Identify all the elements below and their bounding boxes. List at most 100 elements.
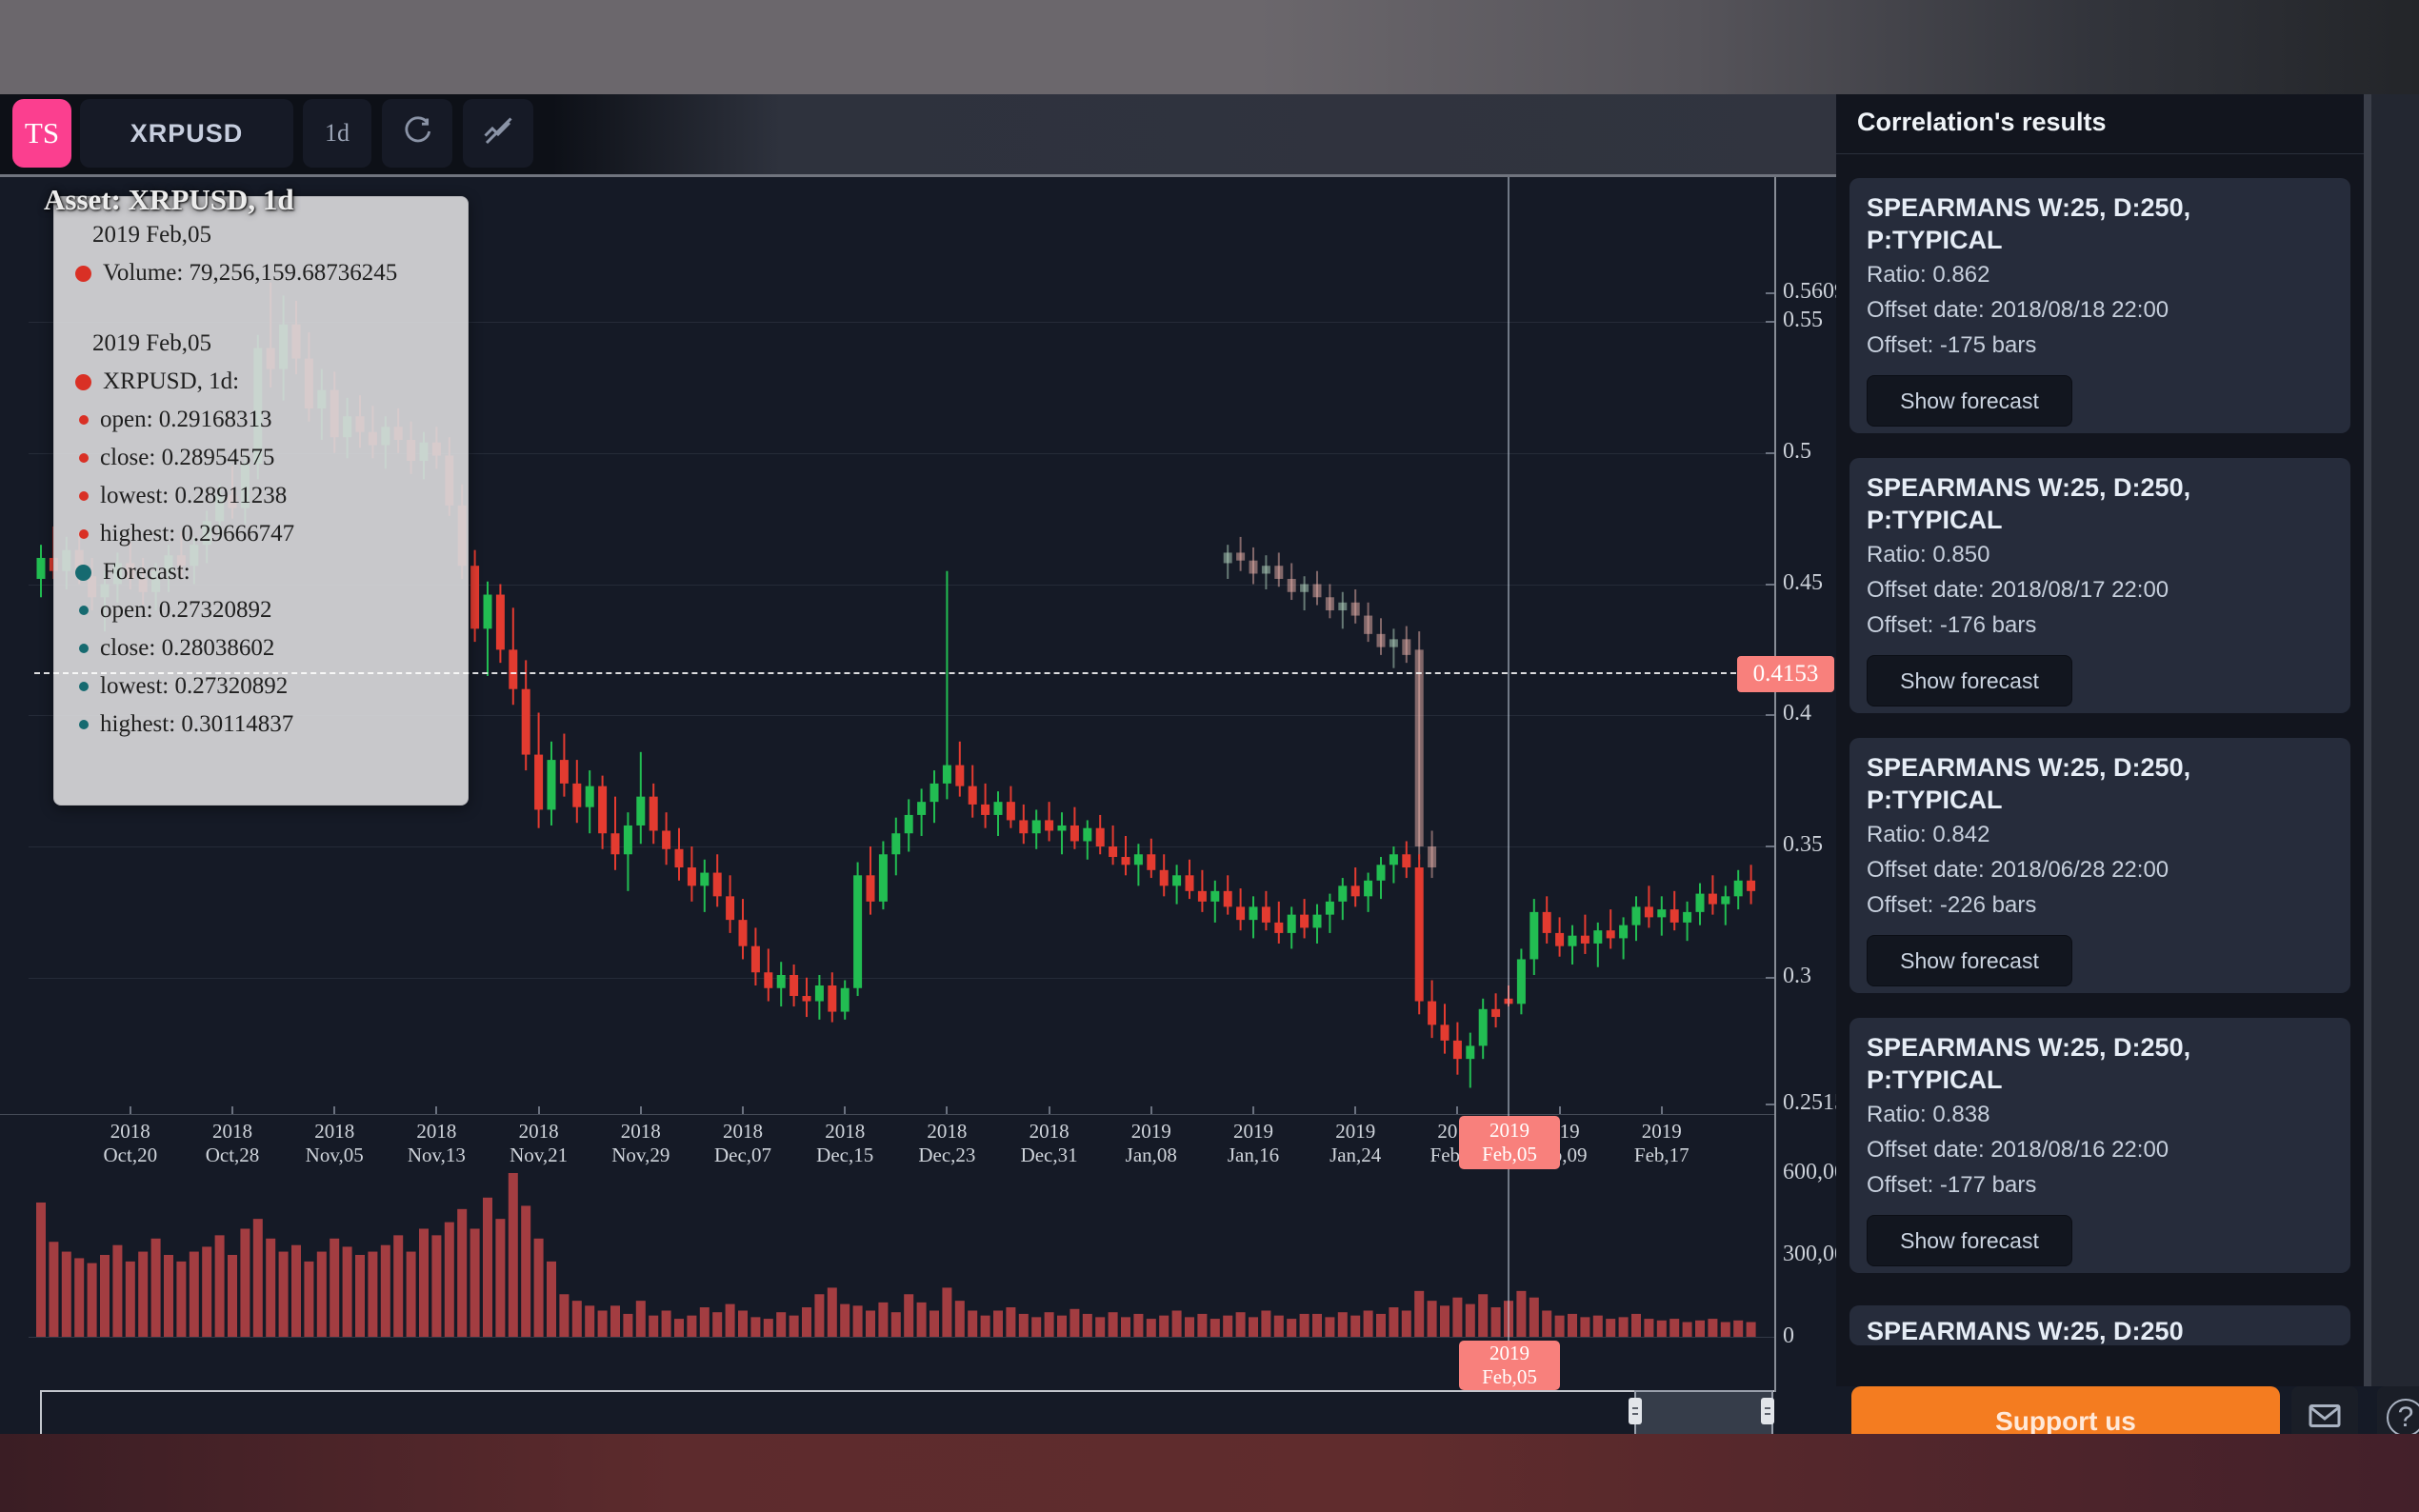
date-axis-tick [435, 1106, 438, 1114]
result-ratio: Ratio: 0.850 [1867, 542, 1990, 567]
candle-wick [1189, 859, 1190, 900]
volume-baseline [29, 1337, 1774, 1338]
candle-body [840, 987, 850, 1012]
volume-bar [1465, 1303, 1475, 1337]
candle-body [1287, 914, 1296, 933]
volume-axis-label: 0 [1783, 1323, 1794, 1348]
candle-body [993, 802, 1003, 815]
volume-bar [1401, 1310, 1411, 1337]
price-axis-label: 0.5 [1783, 438, 1811, 464]
tooltip-forecast-open-row: open: 0.27320892 [75, 591, 468, 629]
show-forecast-button[interactable]: Show forecast [1867, 935, 2072, 986]
candle-wick [1711, 875, 1714, 915]
date-tick-label: 2018 Nov,13 [407, 1120, 466, 1166]
toggle-forecast-lines-button[interactable] [463, 99, 533, 168]
ts-logo[interactable]: TS [12, 99, 71, 168]
volume-bar [559, 1294, 570, 1337]
result-offset-date: Offset date: 2018/08/18 22:00 [1867, 297, 2169, 323]
candle-wick [1648, 885, 1650, 928]
result-ratio: Ratio: 0.842 [1867, 822, 1990, 847]
volume-bar [1682, 1322, 1692, 1337]
candle-wick [844, 980, 847, 1020]
ghost-candle-body [1402, 639, 1411, 655]
price-axis-tick [1766, 583, 1774, 586]
ghost-candle-body [1325, 597, 1334, 611]
volume-bar [100, 1255, 110, 1337]
volume-bar [571, 1301, 582, 1337]
date-tick-label: 2018 Nov,05 [305, 1120, 364, 1166]
price-axis-line[interactable] [1774, 177, 1776, 1392]
volume-bar [61, 1251, 71, 1337]
candle-wick [665, 812, 668, 865]
candle-wick [639, 751, 642, 845]
volume-bar [1708, 1319, 1718, 1337]
volume-axis-label: 600,00 [1783, 1160, 1846, 1184]
volume-bar [150, 1238, 161, 1337]
candle-wick [473, 549, 476, 643]
ghost-candle-wick [1277, 552, 1280, 587]
candle-wick [550, 741, 552, 826]
candle-wick [1673, 890, 1676, 931]
volume-bar [750, 1317, 761, 1337]
show-forecast-button[interactable]: Show forecast [1867, 655, 2072, 706]
price-axis-tick [1766, 714, 1774, 717]
candle-body [1325, 901, 1334, 915]
toolbar-separator [0, 174, 1836, 177]
volume-bar [1031, 1317, 1042, 1337]
symbol-button[interactable]: XRPUSD [80, 99, 293, 168]
tooltip-forecast-row: Forecast: [75, 553, 468, 591]
correlation-result-card: SPEARMANS W:25, D:250, P:TYPICAL Ratio: … [1849, 458, 2350, 713]
candle-body [1300, 914, 1309, 928]
candle-wick [729, 875, 731, 933]
candle-body [1721, 896, 1730, 905]
volume-bar [1070, 1308, 1080, 1337]
candle-wick [984, 783, 987, 828]
refresh-button[interactable] [382, 99, 452, 168]
candle-wick [792, 964, 795, 1007]
candle-wick [1163, 854, 1166, 897]
interval-button[interactable]: 1d [303, 99, 371, 168]
volume-bar [993, 1310, 1003, 1337]
candle-body [1312, 914, 1322, 928]
price-axis-tick [1766, 846, 1774, 847]
candle-body [1568, 935, 1577, 946]
navigator-right-handle[interactable] [1761, 1398, 1774, 1424]
candle-wick [487, 581, 489, 676]
correlation-results-panel: Correlation's results SPEARMANS W:25, D:… [1836, 94, 2364, 1386]
price-axis-label: 0.2515 [1783, 1090, 1846, 1116]
show-forecast-button[interactable]: Show forecast [1867, 1215, 2072, 1266]
candle-body [750, 945, 760, 973]
candle-wick [1724, 885, 1727, 925]
ghost-candle-wick [1354, 589, 1357, 624]
tooltip-date: 2019 Feb,05 [92, 222, 211, 248]
volume-bar [278, 1251, 289, 1337]
volume-bar [1006, 1307, 1016, 1337]
candle-body [36, 557, 46, 579]
volume-bar [610, 1305, 620, 1337]
volume-bar [138, 1251, 149, 1337]
volume-bar [1554, 1315, 1565, 1337]
sidebar-scrollbar[interactable] [2364, 94, 2371, 1386]
ghost-candle-body [1261, 566, 1270, 574]
show-forecast-button[interactable]: Show forecast [1867, 375, 2072, 427]
date-axis-tick [537, 1106, 540, 1114]
volume-bar [852, 1305, 863, 1337]
price-gridline [29, 846, 1774, 847]
candle-wick [1010, 786, 1012, 828]
ghost-candle-body [1287, 578, 1296, 592]
candle-body [1747, 880, 1756, 891]
volume-bar [49, 1242, 59, 1337]
crosshair-date-label-navigator: 2019 Feb,05 [1459, 1341, 1560, 1390]
candle-body [1644, 906, 1653, 918]
volume-bar [431, 1235, 442, 1337]
correlation-result-card: SPEARMANS W:25, D:250, P:TYPICAL Ratio: … [1849, 738, 2350, 993]
volume-bar [890, 1312, 901, 1337]
right-icon-rail [2371, 94, 2419, 1386]
correlation-result-card: SPEARMANS W:25, D:250, P:TYPICAL Ratio: … [1849, 178, 2350, 433]
date-tick-label: 2018 Dec,15 [816, 1120, 874, 1166]
forecast-price-dashed-line [34, 672, 1774, 674]
navigator-left-handle[interactable] [1629, 1398, 1642, 1424]
candle-body [1516, 959, 1526, 1005]
date-tick-label: 2019 Jan,16 [1227, 1120, 1280, 1166]
date-tick-label: 2018 Oct,20 [103, 1120, 158, 1166]
